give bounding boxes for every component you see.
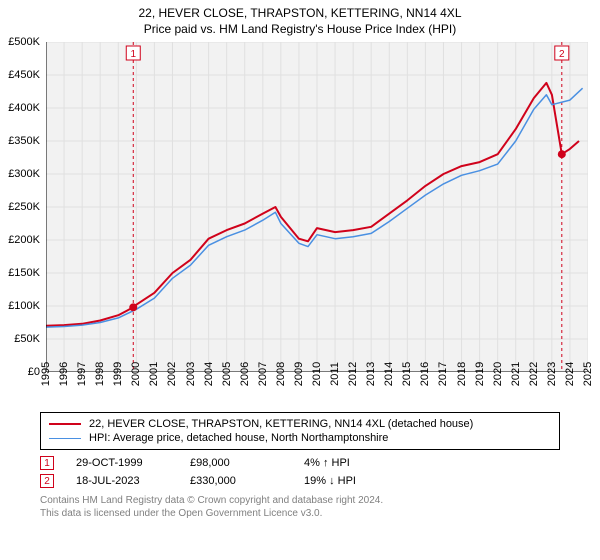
x-tick-label: 2021 bbox=[510, 362, 522, 386]
x-tick-label: 2006 bbox=[239, 362, 251, 386]
marker-price: £98,000 bbox=[190, 457, 282, 469]
y-tick-label: £200K bbox=[8, 234, 40, 246]
marker-row: 1 29-OCT-1999 £98,000 4% ↑ HPI bbox=[40, 454, 560, 472]
y-tick-label: £0 bbox=[28, 366, 40, 378]
x-tick-label: 2023 bbox=[546, 362, 558, 386]
x-tick-label: 2009 bbox=[293, 362, 305, 386]
x-tick-label: 2005 bbox=[221, 362, 233, 386]
marker-date: 18-JUL-2023 bbox=[76, 475, 168, 487]
chart-title: 22, HEVER CLOSE, THRAPSTON, KETTERING, N… bbox=[0, 0, 600, 20]
plot-area: 12 bbox=[46, 42, 588, 372]
footer: Contains HM Land Registry data © Crown c… bbox=[40, 494, 560, 520]
plot-svg: 12 bbox=[46, 42, 588, 372]
chart-container: 22, HEVER CLOSE, THRAPSTON, KETTERING, N… bbox=[0, 0, 600, 560]
x-tick-label: 2022 bbox=[528, 362, 540, 386]
x-tick-label: 2020 bbox=[492, 362, 504, 386]
x-tick-label: 2025 bbox=[582, 362, 594, 386]
x-tick-label: 2000 bbox=[130, 362, 142, 386]
marker-row: 2 18-JUL-2023 £330,000 19% ↓ HPI bbox=[40, 472, 560, 490]
legend-box: 22, HEVER CLOSE, THRAPSTON, KETTERING, N… bbox=[40, 412, 560, 450]
x-tick-label: 2004 bbox=[203, 362, 215, 386]
x-tick-label: 2007 bbox=[257, 362, 269, 386]
x-tick-label: 2001 bbox=[148, 362, 160, 386]
x-tick-label: 1995 bbox=[40, 362, 52, 386]
x-tick-label: 2013 bbox=[365, 362, 377, 386]
y-tick-label: £50K bbox=[14, 333, 40, 345]
x-axis: 1995199619971998199920002001200220032004… bbox=[46, 372, 588, 406]
x-tick-label: 2008 bbox=[275, 362, 287, 386]
legend-row: HPI: Average price, detached house, Nort… bbox=[49, 431, 551, 445]
x-tick-label: 2017 bbox=[437, 362, 449, 386]
marker-badge: 1 bbox=[40, 456, 54, 470]
legend-swatch bbox=[49, 438, 81, 439]
x-tick-label: 1998 bbox=[94, 362, 106, 386]
x-tick-label: 2016 bbox=[419, 362, 431, 386]
marker-delta: 19% ↓ HPI bbox=[304, 475, 364, 487]
x-tick-label: 2010 bbox=[311, 362, 323, 386]
y-tick-label: £150K bbox=[8, 267, 40, 279]
chart-subtitle: Price paid vs. HM Land Registry's House … bbox=[0, 20, 600, 42]
y-axis: £0£50K£100K£150K£200K£250K£300K£350K£400… bbox=[0, 42, 44, 372]
markers-table: 1 29-OCT-1999 £98,000 4% ↑ HPI 2 18-JUL-2023 £… bbox=[40, 454, 560, 490]
legend-row: 22, HEVER CLOSE, THRAPSTON, KETTERING, N… bbox=[49, 417, 551, 431]
svg-text:1: 1 bbox=[130, 49, 136, 60]
x-tick-label: 2011 bbox=[329, 362, 341, 386]
x-tick-label: 2024 bbox=[564, 362, 576, 386]
y-tick-label: £350K bbox=[8, 135, 40, 147]
x-tick-label: 2019 bbox=[474, 362, 486, 386]
y-tick-label: £300K bbox=[8, 168, 40, 180]
x-tick-label: 2002 bbox=[166, 362, 178, 386]
legend-label: HPI: Average price, detached house, Nort… bbox=[89, 432, 388, 444]
svg-text:2: 2 bbox=[559, 49, 565, 60]
footer-line-1: Contains HM Land Registry data © Crown c… bbox=[40, 494, 560, 507]
x-tick-label: 1996 bbox=[58, 362, 70, 386]
legend-label: 22, HEVER CLOSE, THRAPSTON, KETTERING, N… bbox=[89, 418, 473, 430]
x-tick-label: 1997 bbox=[76, 362, 88, 386]
marker-price: £330,000 bbox=[190, 475, 282, 487]
x-tick-label: 1999 bbox=[112, 362, 124, 386]
y-tick-label: £400K bbox=[8, 102, 40, 114]
y-tick-label: £500K bbox=[8, 36, 40, 48]
x-tick-label: 2015 bbox=[401, 362, 413, 386]
y-tick-label: £450K bbox=[8, 69, 40, 81]
x-tick-label: 2003 bbox=[185, 362, 197, 386]
legend-swatch bbox=[49, 423, 81, 425]
marker-badge: 2 bbox=[40, 474, 54, 488]
x-tick-label: 2018 bbox=[456, 362, 468, 386]
footer-line-2: This data is licensed under the Open Gov… bbox=[40, 507, 560, 520]
y-tick-label: £100K bbox=[8, 300, 40, 312]
y-tick-label: £250K bbox=[8, 201, 40, 213]
marker-delta: 4% ↑ HPI bbox=[304, 457, 364, 469]
x-tick-label: 2012 bbox=[347, 362, 359, 386]
x-tick-label: 2014 bbox=[383, 362, 395, 386]
marker-date: 29-OCT-1999 bbox=[76, 457, 168, 469]
